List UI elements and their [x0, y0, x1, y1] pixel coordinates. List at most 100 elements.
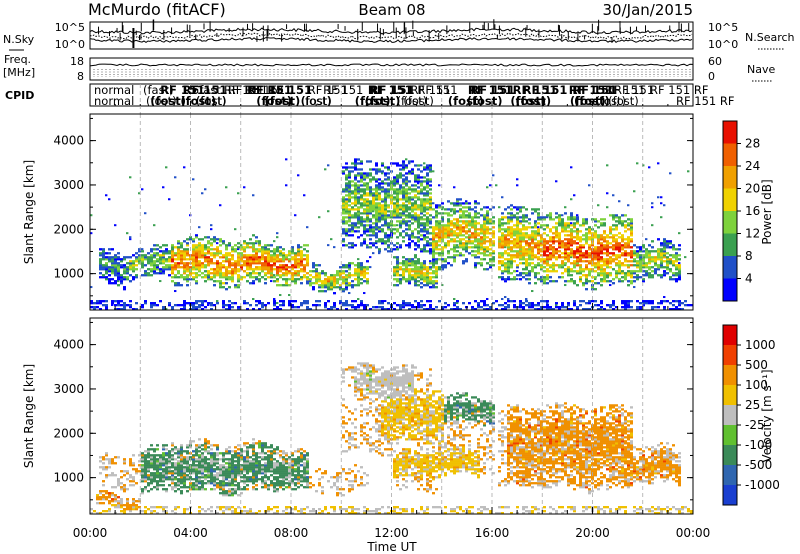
- power-cell: [207, 302, 210, 305]
- power-cell: [465, 244, 468, 247]
- power-cell: [348, 304, 351, 307]
- power-cell: [633, 286, 636, 289]
- nsearch-tick-bottom: 10^0: [708, 38, 738, 51]
- power-cell: [276, 236, 279, 239]
- velocity-cell: [156, 448, 159, 451]
- power-cell: [621, 220, 624, 223]
- power-cell: [648, 244, 651, 247]
- power-cell: [483, 222, 486, 225]
- power-cell: [150, 260, 153, 263]
- power-cell: [132, 264, 135, 267]
- power-cell: [570, 222, 573, 225]
- power-cell: [636, 308, 639, 311]
- power-cell: [588, 254, 591, 257]
- power-cell: [417, 190, 420, 193]
- velocity-cell: [120, 506, 123, 509]
- power-cell: [192, 254, 195, 257]
- power-cell: [123, 272, 126, 275]
- power-cell: [507, 258, 510, 261]
- power-cell: [255, 262, 258, 265]
- power-cell: [264, 252, 267, 255]
- power-cell: [474, 264, 477, 267]
- power-cell: [225, 266, 228, 269]
- power-cell: [432, 236, 435, 239]
- power-cell: [465, 200, 468, 203]
- power-cell: [573, 262, 576, 265]
- power-cell: [624, 274, 627, 277]
- velocity-cell: [135, 504, 138, 507]
- power-cell: [405, 190, 408, 193]
- power-cell: [399, 186, 402, 189]
- power-cell: [579, 254, 582, 257]
- power-cell: [621, 264, 624, 267]
- power-cell: [567, 256, 570, 259]
- power-cell: [522, 250, 525, 253]
- power-cell: [630, 240, 633, 243]
- power-cell: [399, 214, 402, 217]
- power-cell: [516, 266, 519, 269]
- power-cell: [600, 268, 603, 271]
- power-cell: [612, 300, 615, 303]
- power-cell: [504, 250, 507, 253]
- power-cell: [531, 208, 534, 211]
- power-cell: [528, 304, 531, 307]
- power-cell: [156, 258, 159, 261]
- power-cell: [249, 256, 252, 259]
- power-cell: [432, 260, 435, 263]
- velocity-cell: [111, 492, 114, 495]
- power-cell: [402, 210, 405, 213]
- power-cell: [375, 210, 378, 213]
- power-cell: [621, 306, 624, 309]
- power-cell: [441, 240, 444, 243]
- velocity-cell: [165, 488, 168, 491]
- power-cell: [597, 254, 600, 257]
- power-cell: [345, 244, 348, 247]
- power-cell: [327, 280, 330, 283]
- power-cell: [447, 236, 450, 239]
- power-cell: [138, 250, 141, 253]
- power-cell: [366, 280, 369, 283]
- power-cell: [357, 192, 360, 195]
- power-cell: [126, 278, 129, 281]
- power-cell: [144, 254, 147, 257]
- power-cell: [474, 230, 477, 233]
- power-cell: [153, 304, 156, 307]
- power-cell: [273, 298, 276, 301]
- power-cell: [417, 198, 420, 201]
- power-cell: [597, 272, 600, 275]
- power-cell: [525, 298, 528, 301]
- power-cell: [297, 262, 300, 265]
- power-cell: [243, 302, 246, 305]
- power-cell: [228, 278, 231, 281]
- power-cell: [150, 302, 153, 305]
- power-cell: [414, 268, 417, 271]
- power-cell: [636, 162, 639, 165]
- power-cell: [396, 260, 399, 263]
- power-cell: [186, 258, 189, 261]
- power-cell: [627, 242, 630, 245]
- power-cell: [228, 272, 231, 275]
- power-cell: [486, 216, 489, 219]
- power-cell: [345, 304, 348, 307]
- power-cell: [294, 264, 297, 267]
- cpid-overlap-text: RF 151: [323, 83, 363, 97]
- noise-trace: [89, 37, 693, 44]
- power-cell: [405, 172, 408, 175]
- power-cell: [219, 280, 222, 283]
- power-cell: [183, 264, 186, 267]
- power-cell: [579, 238, 582, 241]
- power-cell: [570, 244, 573, 247]
- power-cell: [282, 268, 285, 271]
- power-cell: [570, 234, 573, 237]
- power-cell: [456, 302, 459, 305]
- power-cell: [627, 222, 630, 225]
- power-cell: [552, 238, 555, 241]
- velocity-cell: [159, 458, 162, 461]
- power-cell: [201, 272, 204, 275]
- power-cell: [417, 258, 420, 261]
- power-cell: [414, 200, 417, 203]
- power-cell: [636, 306, 639, 309]
- power-cell: [600, 218, 603, 221]
- velocity-cell: [129, 474, 132, 477]
- power-cell: [183, 252, 186, 255]
